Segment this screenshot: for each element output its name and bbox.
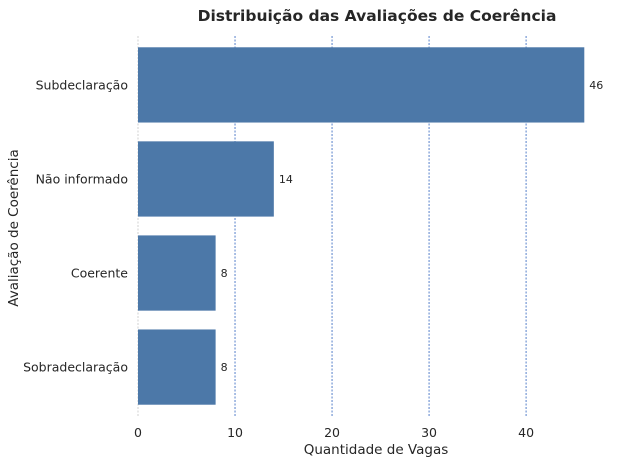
bar-3 — [138, 329, 216, 405]
bar-2 — [138, 235, 216, 311]
data-label-0: 46 — [589, 79, 603, 92]
x-tick-label-30: 30 — [421, 425, 437, 440]
y-tick-label-0: Subdeclaração — [36, 77, 128, 92]
x-axis-label: Quantidade de Vagas — [304, 442, 449, 458]
data-label-3: 8 — [221, 361, 228, 374]
data-label-1: 14 — [279, 173, 293, 186]
y-tick-label-1: Não informado — [36, 171, 128, 186]
x-tick-label-0: 0 — [134, 425, 142, 440]
y-tick-label-2: Coerente — [71, 266, 128, 281]
y-tick-label-3: Sobradeclaração — [23, 360, 128, 375]
bar-1 — [138, 141, 274, 217]
bars — [138, 47, 585, 405]
x-tick-label-10: 10 — [227, 425, 243, 440]
y-axis-label: Avaliação de Coerência — [6, 149, 22, 306]
bar-0 — [138, 47, 585, 123]
x-tick-label-40: 40 — [518, 425, 534, 440]
data-label-2: 8 — [221, 267, 228, 280]
x-axis-ticks: 0 10 20 30 40 — [134, 425, 534, 440]
data-labels: 46 14 8 8 — [221, 79, 604, 374]
y-axis-ticks: Subdeclaração Não informado Coerente Sobrad… — [23, 77, 128, 374]
x-tick-label-20: 20 — [324, 425, 340, 440]
chart-title: Distribuição das Avaliações de Coerência — [198, 7, 557, 25]
